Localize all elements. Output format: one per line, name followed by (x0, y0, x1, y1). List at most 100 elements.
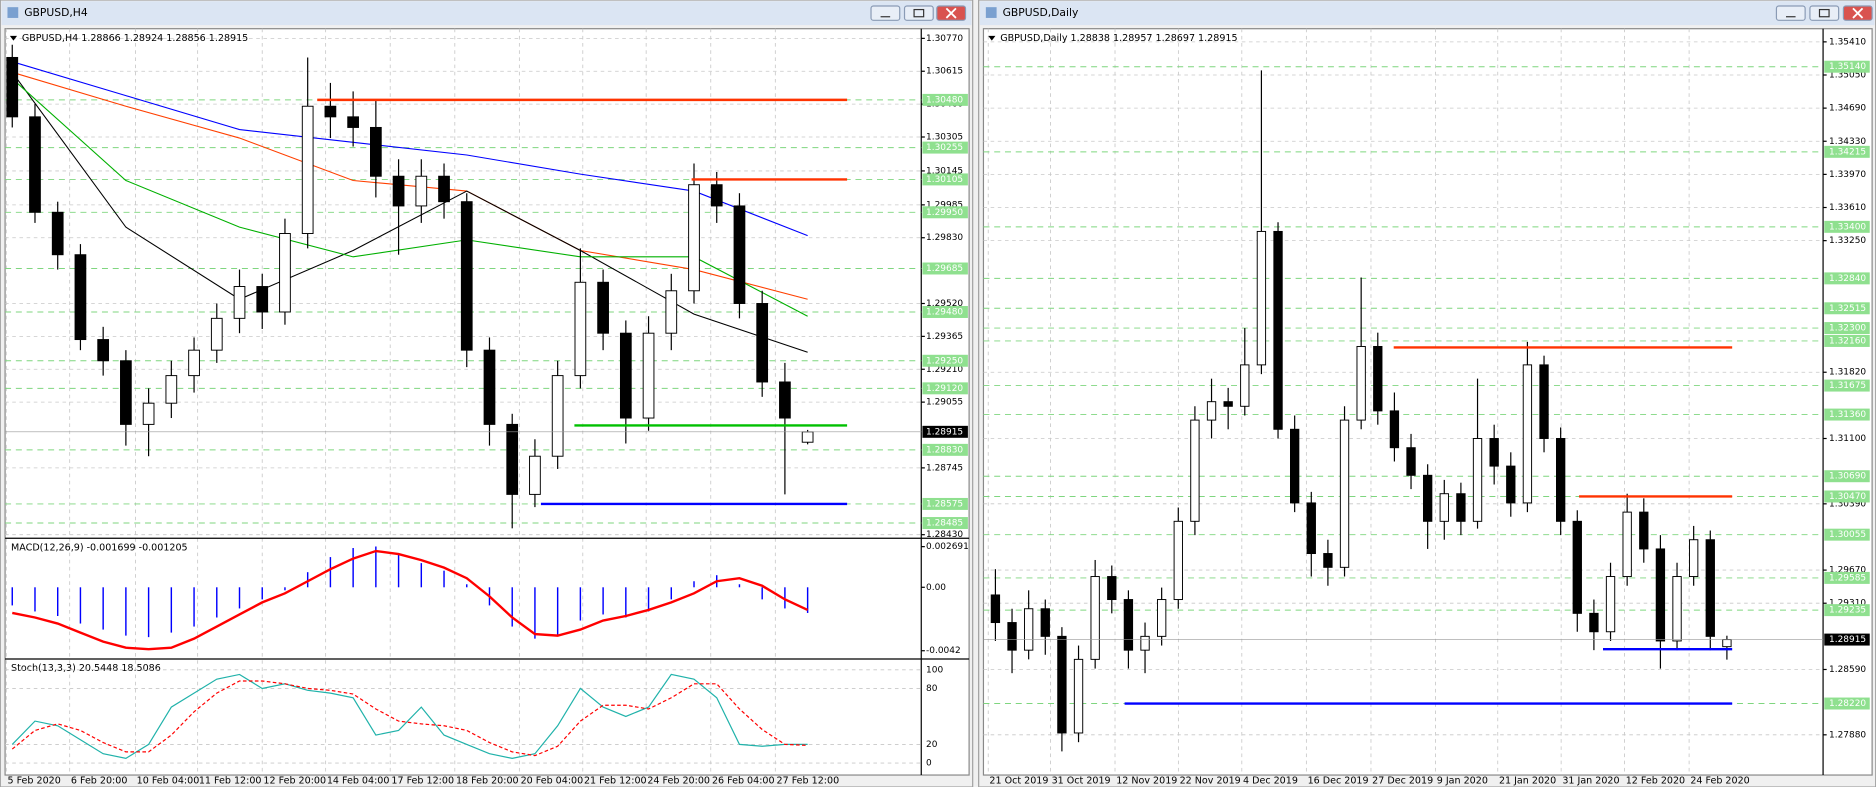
level-label: 1.29120 (926, 384, 963, 394)
level-label: 1.29950 (926, 208, 963, 218)
candle-body (1240, 364, 1250, 407)
candle-body (1289, 428, 1300, 504)
candle-body (1073, 658, 1084, 734)
price-tick-label: 1.29365 (926, 332, 963, 342)
level-label-bg (922, 443, 968, 456)
button-glyph (1818, 8, 1830, 18)
candle-body (256, 286, 269, 313)
price-tick-label: 1.33250 (1829, 236, 1866, 246)
level-label: 1.29685 (926, 264, 963, 274)
candle-body (233, 286, 246, 319)
candle-body (460, 201, 473, 351)
macd-tick-label: -0.0042 (926, 646, 961, 656)
price-tick-label: 1.28430 (926, 530, 963, 540)
window-title: GBPUSD,Daily (1003, 6, 1079, 19)
button-face (1809, 5, 1840, 21)
level-label-bg (922, 262, 968, 275)
candle-body (733, 205, 746, 304)
level-label: 1.35140 (1829, 62, 1866, 72)
stoch-tick-label: 100 (926, 665, 943, 675)
price-tick-label: 1.29210 (926, 365, 963, 375)
level-label-bg (1824, 220, 1870, 233)
price-tick-label: 1.29670 (1829, 566, 1866, 576)
chart-window: GBPUSD,Daily 21 Oct 2019 31 Oct 2019 12 Nov… (978, 0, 1876, 787)
level-label: 1.32300 (1829, 324, 1866, 334)
date-label: 22 Nov 2019 (1180, 776, 1241, 787)
button-face (870, 5, 901, 21)
candle-body (74, 254, 87, 341)
minimize-button[interactable] (870, 5, 901, 21)
close-button[interactable] (936, 5, 967, 21)
candle-body (1040, 608, 1050, 637)
level-label-bg (922, 517, 968, 530)
level-label-bg (922, 497, 968, 510)
candle-body (392, 175, 405, 207)
candle-body (1722, 639, 1732, 648)
candle-body (597, 281, 609, 334)
indicator-label: MACD(12,26,9) -0.001699 -0.001205 (11, 542, 188, 553)
candle-body (642, 332, 655, 419)
candle-body (1605, 576, 1616, 633)
candle-body (1373, 345, 1383, 412)
candle-body (1705, 539, 1715, 637)
date-label: 27 Dec 2019 (1372, 776, 1433, 787)
date-label: 12 Feb 2020 (1626, 776, 1685, 787)
price-tick-label: 1.30390 (1829, 499, 1866, 509)
date-label: 17 Feb 12:00 (391, 776, 454, 787)
stoch-tick-label: 20 (926, 740, 938, 750)
candle-body (1256, 230, 1267, 366)
candle-body (665, 290, 678, 334)
level-label-bg (1824, 408, 1870, 421)
candle-body (1522, 364, 1533, 504)
candle-body (1090, 576, 1100, 660)
candle-body (801, 431, 814, 443)
maximize-button[interactable] (1809, 5, 1840, 21)
candle-body (415, 175, 428, 207)
candle-body (188, 349, 200, 377)
current-price-label: 1.28915 (926, 427, 963, 437)
date-label: 16 Dec 2019 (1308, 776, 1369, 787)
candle-body (51, 211, 64, 256)
moving-average (12, 61, 808, 237)
price-tick-label: 1.28745 (926, 463, 963, 473)
level-label: 1.34215 (1829, 147, 1866, 157)
level-label: 1.30690 (1829, 472, 1866, 482)
date-label: 10 Feb 04:00 (137, 776, 200, 787)
level-label: 1.30055 (1829, 530, 1866, 540)
candle-body (1655, 548, 1666, 642)
level-label-bg (922, 354, 968, 367)
level-label: 1.30105 (926, 175, 963, 185)
level-label: 1.28830 (926, 445, 963, 455)
candle-body (483, 349, 496, 425)
date-label: 4 Dec 2019 (1243, 776, 1298, 787)
button-glyph (945, 7, 957, 19)
close-button[interactable] (1842, 5, 1873, 21)
level-label-bg (922, 206, 968, 219)
candle-body (1123, 599, 1134, 651)
candle-body (120, 360, 132, 425)
level-label: 1.31675 (1829, 381, 1866, 391)
price-tick-label: 1.30615 (926, 67, 963, 77)
level-label-bg (922, 382, 968, 395)
title-bar (1, 1, 972, 26)
candle-body (1589, 612, 1599, 633)
candle-body (301, 105, 314, 234)
minimize-button[interactable] (1775, 5, 1806, 21)
candle-body (1173, 520, 1183, 601)
candle-body (1439, 493, 1449, 522)
candle-body (438, 175, 450, 203)
button-glyph (913, 8, 925, 18)
candle-body (574, 281, 587, 377)
indicator-label: Stoch(13,3,3) 20.5448 18.5086 (11, 663, 161, 674)
level-label: 1.29235 (1829, 606, 1866, 616)
maximize-button[interactable] (903, 5, 934, 21)
level-label: 1.28575 (926, 499, 963, 509)
level-label: 1.28485 (926, 519, 963, 529)
candle-body (1107, 576, 1117, 601)
candle-body (1572, 520, 1582, 614)
candle-body (1422, 474, 1433, 522)
price-tick-label: 1.33610 (1829, 203, 1866, 213)
price-tick-label: 1.31100 (1829, 434, 1866, 444)
price-tick-label: 1.31820 (1829, 368, 1866, 378)
date-label: 21 Feb 12:00 (584, 776, 647, 787)
